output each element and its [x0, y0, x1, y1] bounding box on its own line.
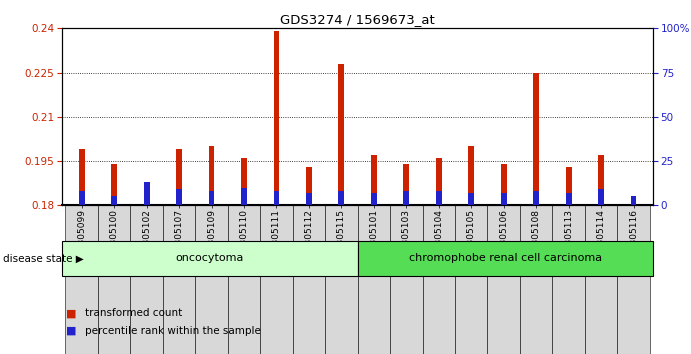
Title: GDS3274 / 1569673_at: GDS3274 / 1569673_at [281, 13, 435, 26]
Text: oncocytoma: oncocytoma [176, 253, 244, 263]
Bar [293, 205, 325, 354]
Bar [176, 189, 182, 205]
Bar [241, 188, 247, 205]
Bar [487, 205, 520, 354]
Bar [358, 205, 390, 354]
Text: transformed count: transformed count [85, 308, 182, 318]
Bar [566, 193, 571, 205]
Bar [144, 182, 149, 205]
Bar [339, 191, 344, 205]
Bar [552, 205, 585, 354]
Bar [325, 205, 358, 354]
Bar [598, 155, 604, 205]
Bar [66, 205, 98, 354]
Bar [371, 155, 377, 205]
Bar [274, 31, 279, 205]
Bar [261, 205, 293, 354]
Bar [598, 189, 604, 205]
Bar [241, 158, 247, 205]
Bar [501, 164, 507, 205]
Bar [520, 205, 552, 354]
Bar [111, 196, 117, 205]
Bar [533, 191, 539, 205]
Bar [274, 191, 279, 205]
Bar [404, 191, 409, 205]
Bar [79, 149, 84, 205]
Bar [371, 193, 377, 205]
Bar [306, 167, 312, 205]
Bar [209, 146, 214, 205]
Bar [144, 199, 149, 205]
Bar [306, 193, 312, 205]
Text: ■: ■ [66, 308, 76, 318]
Bar [131, 205, 163, 354]
Bar [390, 205, 422, 354]
Bar [631, 196, 636, 205]
Bar [501, 193, 507, 205]
Bar [631, 196, 636, 205]
Bar [585, 205, 617, 354]
Bar [196, 205, 228, 354]
Bar [404, 164, 409, 205]
Bar [163, 205, 196, 354]
Bar [566, 167, 571, 205]
Bar [617, 205, 650, 354]
Text: ■: ■ [66, 326, 76, 336]
Bar [533, 73, 539, 205]
Bar [339, 64, 344, 205]
Bar [176, 149, 182, 205]
Bar [111, 164, 117, 205]
Bar [98, 205, 131, 354]
Bar [436, 191, 442, 205]
Text: disease state ▶: disease state ▶ [3, 253, 84, 263]
Bar [436, 158, 442, 205]
Bar [228, 205, 261, 354]
Bar [79, 191, 84, 205]
Text: chromophobe renal cell carcinoma: chromophobe renal cell carcinoma [409, 253, 602, 263]
Bar [455, 205, 487, 354]
Bar [209, 191, 214, 205]
Text: percentile rank within the sample: percentile rank within the sample [85, 326, 261, 336]
Bar [468, 193, 474, 205]
Bar [468, 146, 474, 205]
Bar [422, 205, 455, 354]
